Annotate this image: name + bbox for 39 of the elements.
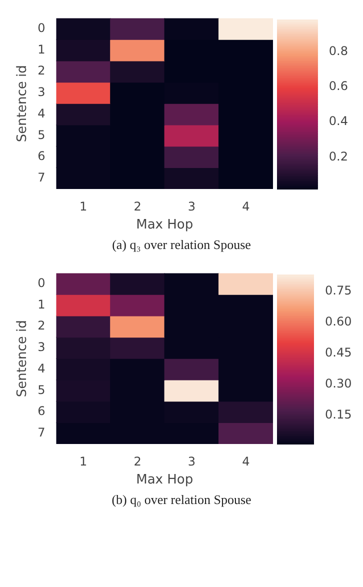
x-axis-title: Max Hop — [136, 472, 193, 488]
color-bar-label: 0.8 — [328, 44, 348, 58]
color-bar-label: 0.60 — [324, 314, 352, 329]
x-axis-title: Max Hop — [136, 218, 193, 233]
y-tick-label: 3 — [37, 340, 45, 354]
x-tick-label: 4 — [242, 199, 250, 214]
x-tick-label: 1 — [79, 199, 87, 214]
y-axis-title: Sentence id — [14, 320, 30, 398]
y-tick-label: 0 — [37, 21, 45, 35]
y-tick-label: 4 — [37, 106, 45, 120]
y-tick-label: 3 — [37, 85, 45, 100]
x-tick-label: 2 — [133, 199, 141, 214]
y-axis-title: Sentence id — [14, 65, 30, 142]
y-tick-label: 5 — [37, 128, 45, 142]
color-bar-label: 0.45 — [324, 345, 352, 360]
y-tick-label: 1 — [37, 297, 45, 312]
y-tick-label: 7 — [37, 170, 45, 184]
color-bar-label: 0.2 — [328, 149, 348, 164]
y-tick-label: 1 — [37, 42, 45, 56]
y-tick-label: 0 — [37, 276, 45, 290]
color-bar-label: 0.15 — [324, 407, 352, 422]
y-tick-label: 6 — [37, 404, 45, 418]
text: (b) q₀ over relation Spouse — [110, 492, 252, 508]
color-bar-label: 0.4 — [328, 114, 348, 128]
x-tick-label: 4 — [242, 454, 250, 468]
y-tick-label: 2 — [37, 318, 45, 333]
y-tick-label: 7 — [37, 425, 45, 440]
x-tick-label: 1 — [79, 454, 87, 468]
y-tick-label: 4 — [37, 361, 45, 376]
y-tick-label: 5 — [37, 382, 45, 397]
y-tick-label: 6 — [37, 149, 45, 164]
color-bar-label: 0.30 — [324, 376, 352, 390]
x-tick-label: 2 — [133, 454, 141, 468]
x-tick-label: 3 — [187, 454, 196, 468]
color-bar-label: 0.6 — [328, 79, 348, 94]
x-tick-label: 3 — [187, 199, 196, 214]
y-tick-label: 2 — [37, 64, 45, 78]
color-bar-label: 0.75 — [324, 284, 352, 298]
text: (a) q₃ over relation Spouse — [111, 237, 252, 253]
